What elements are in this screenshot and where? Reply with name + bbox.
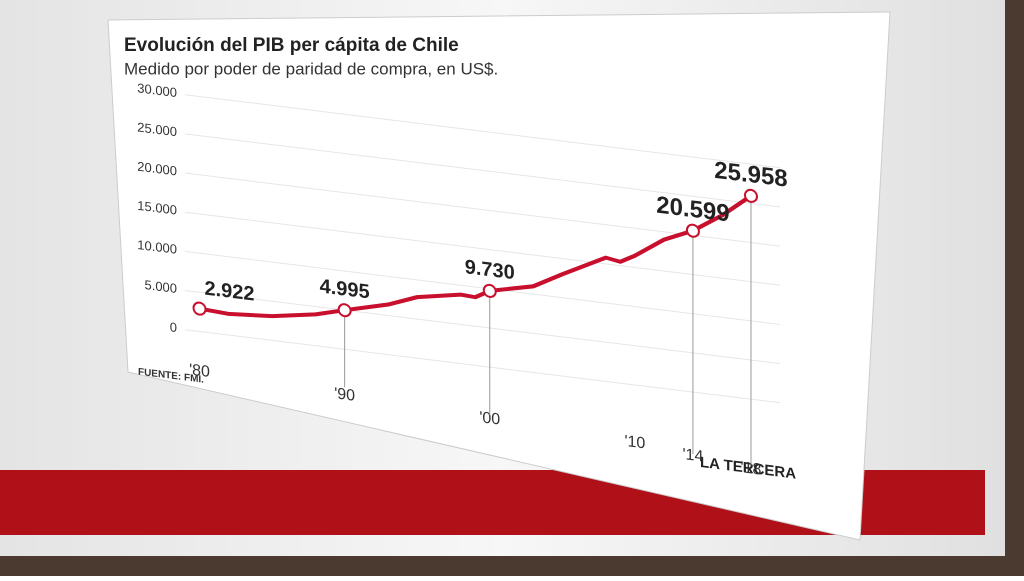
x-tick-label: '18 <box>741 458 762 478</box>
data-point <box>337 303 352 318</box>
x-tick-label: '14 <box>683 445 704 465</box>
chart-card <box>107 11 891 541</box>
x-tick-label: '90 <box>334 384 355 404</box>
data-point <box>482 283 497 298</box>
data-point <box>192 301 207 316</box>
x-tick-label: '80 <box>189 361 210 381</box>
chart-title: Evolución del PIB per cápita de Chile <box>124 35 459 56</box>
y-tick-label: 30.000 <box>137 80 177 100</box>
y-tick-label: 25.000 <box>137 119 177 139</box>
x-tick-label: '00 <box>479 408 500 428</box>
y-tick-label: 10.000 <box>137 237 177 257</box>
grid-line <box>185 94 780 169</box>
grid-line <box>185 329 780 404</box>
grid-line <box>185 133 780 208</box>
y-tick-label: 0 <box>170 319 177 335</box>
grid-line <box>185 211 780 286</box>
y-tick-label: 15.000 <box>137 198 177 218</box>
data-point <box>685 223 700 238</box>
grid-line <box>185 290 780 365</box>
grid-line <box>185 250 780 325</box>
x-tick-label: '10 <box>624 432 645 452</box>
chart-subtitle: Medido por poder de paridad de compra, e… <box>124 59 498 78</box>
y-tick-label: 5.000 <box>144 277 177 296</box>
data-point <box>743 188 758 203</box>
y-tick-label: 20.000 <box>137 159 177 179</box>
